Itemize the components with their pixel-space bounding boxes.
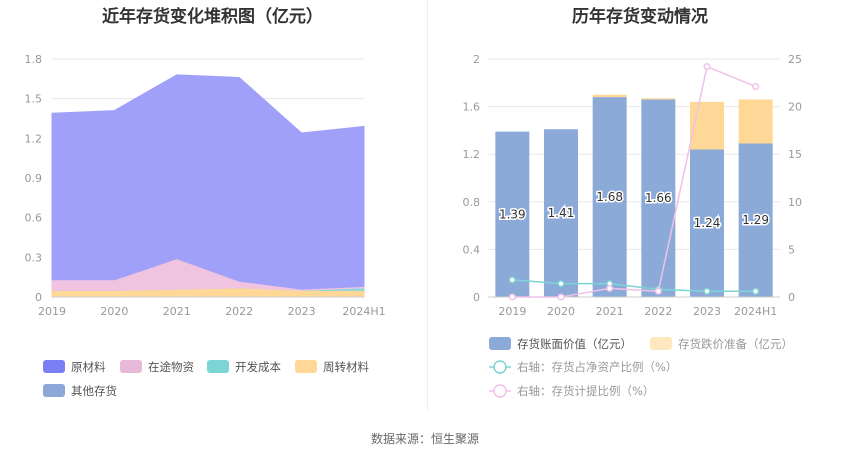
legend-label-右轴：存货计提比例（%）: 右轴：存货计提比例（%） (517, 384, 654, 398)
right-x-tick-label: 2019 (498, 305, 526, 318)
legend-label-原材料: 原材料 (71, 360, 106, 374)
right-x-tick-label: 2021 (596, 305, 624, 318)
right-y2-tick-label: 5 (788, 243, 795, 256)
right-y-tick-label: 2 (473, 53, 480, 66)
line-point-右轴：存货计提比例（%） (557, 293, 565, 301)
bar-value-label: 1.66 (645, 191, 672, 205)
line-point-右轴：存货占净资产比例（%） (557, 280, 565, 288)
legend-label-周转材料: 周转材料 (323, 360, 369, 374)
bar-存货账面价值（亿元） (592, 97, 627, 297)
chart-divider (427, 0, 428, 410)
left-y-tick-label: 0 (35, 291, 42, 304)
line-point-右轴：存货计提比例（%） (752, 83, 760, 91)
left-x-tick-label: 2023 (288, 305, 316, 318)
right-y-tick-label: 0.4 (463, 243, 481, 256)
right-y-tick-label: 1.6 (463, 101, 481, 114)
right-x-tick-label: 2022 (644, 305, 672, 318)
line-point-右轴：存货计提比例（%） (703, 63, 711, 71)
right-y2-tick-label: 0 (788, 291, 795, 304)
bar-存货跌价准备（亿元） (592, 94, 627, 98)
left-y-tick-label: 0.3 (25, 251, 43, 264)
legend-label-在途物资: 在途物资 (148, 360, 194, 374)
bar-存货跌价准备（亿元） (690, 101, 724, 150)
left-y-tick-label: 1.2 (25, 132, 43, 145)
legend-swatch-原材料 (43, 360, 65, 373)
legend-swatch-存货账面价值（亿元） (489, 337, 511, 350)
legend-swatch-在途物资 (120, 360, 142, 373)
legend-marker-右轴：存货计提比例（%） (493, 384, 507, 398)
line-point-右轴：存货计提比例（%） (606, 284, 614, 292)
right-y2-tick-label: 20 (788, 101, 802, 114)
bar-存货账面价值（亿元） (738, 143, 773, 297)
right-x-tick-label: 2024H1 (734, 305, 777, 318)
right-y2-tick-label: 25 (788, 53, 802, 66)
bar-value-label: 1.39 (499, 207, 526, 221)
left-chart-title: 近年存货变化堆积图（亿元） (102, 7, 323, 27)
legend-label-开发成本: 开发成本 (235, 360, 281, 374)
left-x-tick-label: 2024H1 (342, 305, 385, 318)
line-右轴：存货计提比例（%） (512, 65, 756, 298)
bar-存货账面价值（亿元） (544, 129, 578, 297)
data-source-note: 数据来源：恒生聚源 (370, 432, 479, 446)
bar-value-label: 1.41 (548, 206, 575, 220)
bar-存货跌价准备（亿元） (641, 98, 676, 100)
line-point-右轴：存货占净资产比例（%） (752, 287, 760, 295)
right-chart-title: 历年存货变动情况 (572, 7, 708, 27)
left-x-tick-label: 2019 (38, 305, 66, 318)
right-x-tick-label: 2020 (547, 305, 575, 318)
bar-存货账面价值（亿元） (641, 99, 676, 298)
right-y-tick-label: 0.8 (463, 196, 481, 209)
line-point-右轴：存货占净资产比例（%） (703, 287, 711, 295)
left-y-tick-label: 1.8 (25, 53, 43, 66)
legend-label-右轴：存货占净资产比例（%）: 右轴：存货占净资产比例（%） (517, 360, 677, 374)
right-y-tick-label: 1.2 (463, 148, 481, 161)
right-y2-tick-label: 10 (788, 196, 802, 209)
left-y-tick-label: 1.5 (25, 93, 43, 106)
left-y-tick-label: 0.9 (25, 172, 43, 185)
line-point-右轴：存货计提比例（%） (654, 287, 662, 295)
bar-存货跌价准备（亿元） (738, 99, 773, 144)
legend-swatch-周转材料 (295, 360, 317, 373)
right-y-tick-label: 0 (473, 291, 480, 304)
right-x-tick-label: 2023 (693, 305, 721, 318)
line-point-右轴：存货计提比例（%） (508, 293, 516, 301)
bar-存货账面价值（亿元） (690, 149, 724, 297)
bar-value-label: 1.68 (596, 190, 623, 204)
legend-swatch-存货跌价准备（亿元） (650, 337, 672, 350)
legend-swatch-开发成本 (207, 360, 229, 373)
bar-value-label: 1.29 (742, 213, 769, 227)
legend-swatch-其他存货 (43, 384, 65, 397)
legend-label-其他存货: 其他存货 (71, 384, 117, 398)
legend-label-存货账面价值（亿元）: 存货账面价值（亿元） (517, 337, 632, 351)
bar-存货账面价值（亿元） (495, 131, 530, 297)
legend-label-存货跌价准备（亿元）: 存货跌价准备（亿元） (678, 337, 793, 351)
bar-value-label: 1.24 (694, 216, 721, 230)
left-x-tick-label: 2022 (225, 305, 253, 318)
left-x-tick-label: 2020 (100, 305, 128, 318)
left-x-tick-label: 2021 (163, 305, 191, 318)
line-point-右轴：存货占净资产比例（%） (508, 276, 516, 284)
line-右轴：存货占净资产比例（%） (512, 279, 756, 293)
legend-marker-右轴：存货占净资产比例（%） (493, 360, 507, 374)
area-原材料 (51, 74, 365, 290)
right-y2-tick-label: 15 (788, 148, 802, 161)
left-y-tick-label: 0.6 (25, 212, 43, 225)
